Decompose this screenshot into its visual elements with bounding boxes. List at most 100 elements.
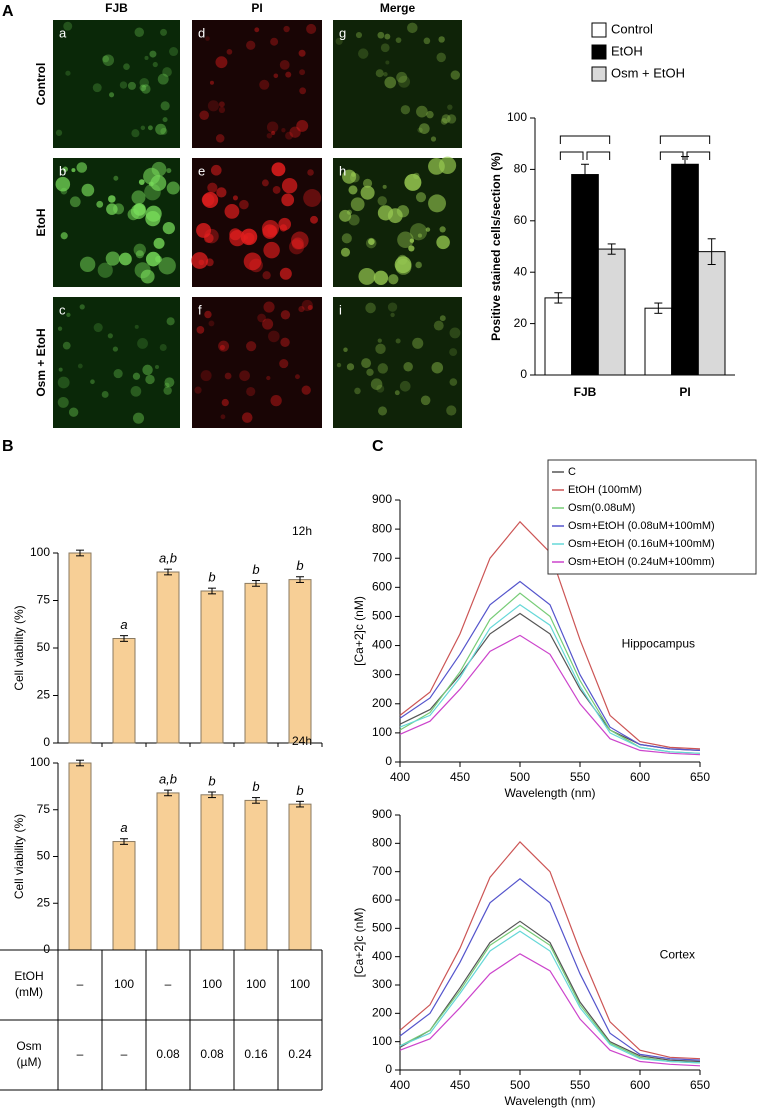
legend-label: C xyxy=(568,466,576,478)
line-series xyxy=(399,634,701,756)
x-tick-label: 450 xyxy=(450,1078,470,1092)
cell-blob xyxy=(267,225,278,236)
cell-blob xyxy=(385,60,390,65)
legend-label: EtOH (100mM) xyxy=(568,484,642,496)
cell-blob xyxy=(241,412,253,423)
y-tick-label: 700 xyxy=(372,550,392,564)
error-bar xyxy=(607,243,616,255)
cell-blob xyxy=(341,233,352,244)
significance-label: b xyxy=(296,558,303,573)
cell-blob xyxy=(375,69,384,78)
cell-blob xyxy=(201,193,215,207)
cell-blob xyxy=(270,37,279,46)
cell-blob xyxy=(145,251,161,267)
significance-label: b xyxy=(296,783,303,798)
cell-blob xyxy=(96,200,104,208)
y-tick-label: 800 xyxy=(372,836,392,850)
cell-blob xyxy=(132,372,141,380)
cell-blob xyxy=(268,330,280,343)
cell-blob xyxy=(76,162,88,173)
cell-blob xyxy=(107,333,113,339)
cell-blob xyxy=(446,114,457,124)
cell-blob xyxy=(105,251,120,266)
cell-blob xyxy=(166,181,180,195)
table-cell: 0.16 xyxy=(244,1047,268,1061)
significance-label: a,b xyxy=(159,772,177,787)
cell-blob xyxy=(154,364,160,370)
cell-blob xyxy=(142,364,153,376)
cell-blob xyxy=(119,252,132,266)
cell-blob xyxy=(246,40,256,50)
cell-blob xyxy=(283,25,290,33)
cell-blob xyxy=(354,387,361,395)
cell-blob xyxy=(152,61,158,68)
x-tick-label: FJB xyxy=(574,385,597,399)
cell-blob xyxy=(281,178,298,194)
cell-blob xyxy=(66,312,71,317)
cell-blob xyxy=(263,241,280,259)
significance-label: a,b xyxy=(159,551,177,566)
cell-blob xyxy=(55,129,63,136)
cell-blob xyxy=(380,43,390,53)
cell-blob xyxy=(439,315,446,322)
cell-blob xyxy=(366,368,374,376)
cell-blob xyxy=(279,267,292,280)
cell-blob xyxy=(155,123,167,135)
cell-blob xyxy=(403,361,413,372)
cell-blob xyxy=(60,187,68,195)
cell-blob xyxy=(102,54,115,66)
table-cell: – xyxy=(77,977,84,991)
cell-blob xyxy=(449,378,458,386)
cell-blob xyxy=(108,195,116,203)
y-tick-label: 200 xyxy=(372,696,392,710)
cell-blob xyxy=(131,190,146,205)
cell-blob xyxy=(415,261,422,269)
cell-blob xyxy=(232,195,238,201)
micrograph: b xyxy=(53,158,180,287)
cell-blob xyxy=(149,50,157,58)
row-label: Osm + EtoH xyxy=(34,328,48,396)
cell-blob xyxy=(62,166,68,172)
line-series xyxy=(399,930,701,1064)
panel-label: B xyxy=(2,438,14,455)
cell-blob xyxy=(93,323,103,333)
cell-blob xyxy=(57,396,69,408)
cell-blob xyxy=(271,162,286,177)
cell-blob xyxy=(240,228,258,246)
image-letter: e xyxy=(198,163,205,178)
bar xyxy=(244,799,268,951)
error-bar xyxy=(208,791,216,799)
error-bar xyxy=(120,635,128,642)
cell-blob xyxy=(440,118,448,125)
cell-blob xyxy=(280,310,291,320)
cell-blob xyxy=(413,172,420,180)
significance-bracket xyxy=(586,151,611,160)
cell-blob xyxy=(446,405,457,416)
bar xyxy=(597,248,626,376)
cell-blob xyxy=(205,36,210,41)
y-tick-label: 50 xyxy=(37,849,51,863)
cell-blob xyxy=(138,179,145,185)
cell-blob xyxy=(348,185,358,195)
error-bar xyxy=(252,797,260,804)
legend-label: Osm+EtOH (0.16uM+100mM) xyxy=(568,538,715,550)
y-tick-label: 700 xyxy=(372,864,392,878)
cell-blob xyxy=(409,223,428,241)
cell-blob xyxy=(436,52,446,63)
cell-blob xyxy=(278,217,292,231)
y-tick-label: 900 xyxy=(372,492,392,506)
column-header: PI xyxy=(251,1,262,15)
cell-blob xyxy=(259,79,270,90)
cell-blob xyxy=(279,59,290,70)
cell-blob xyxy=(57,326,63,331)
cell-blob xyxy=(113,369,123,379)
x-tick-label: 600 xyxy=(630,770,650,784)
cell-blob xyxy=(390,312,395,318)
line-series xyxy=(399,612,701,751)
y-tick-label: 40 xyxy=(514,264,528,278)
cell-blob xyxy=(281,193,295,207)
error-bar xyxy=(252,580,260,587)
cell-blob xyxy=(150,175,167,191)
image-letter: f xyxy=(198,302,202,317)
cell-blob xyxy=(377,338,382,343)
